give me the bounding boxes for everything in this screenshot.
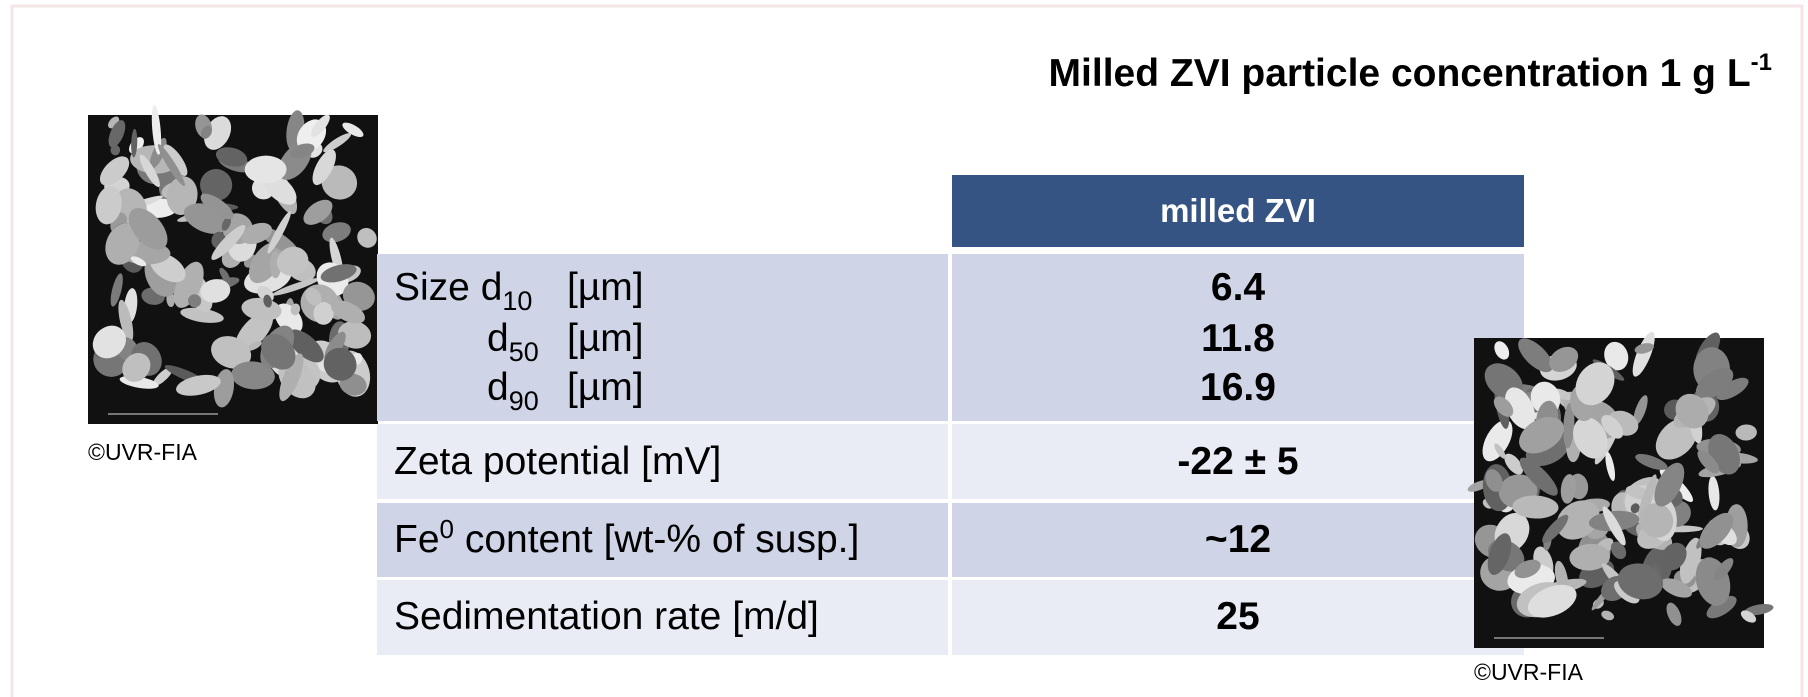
label-text: d [487, 366, 509, 409]
label-text: Fe [394, 518, 440, 561]
title-superscript: -1 [1751, 49, 1772, 76]
unit: [µm] [567, 366, 644, 409]
cell-value: ~12 [1205, 518, 1271, 561]
image-caption: ©UVR-FIA [1474, 659, 1584, 685]
subscript: 10 [502, 286, 532, 316]
title-text: Milled ZVI particle concentration 1 g L [1049, 52, 1751, 95]
unit: [µm] [567, 266, 644, 309]
row-label: Zeta potential [mV] [394, 440, 721, 483]
cell-value: 6.4 [1211, 266, 1266, 309]
cell-value: -22 ± 5 [1177, 440, 1298, 483]
row-label: Sedimentation rate [m/d] [394, 595, 819, 638]
cell-value: 11.8 [1201, 317, 1275, 360]
subscript: 50 [509, 337, 539, 367]
cell-value: 25 [1216, 595, 1259, 638]
superscript: 0 [440, 514, 454, 544]
sem-image [86, 105, 381, 424]
label-text: Size d [394, 266, 502, 309]
sem-image [1466, 329, 1774, 648]
table-header: milled ZVI [1160, 192, 1316, 229]
row-label: Fe0 content [wt-% of susp.] [394, 514, 859, 561]
slide: Milled ZVI particle concentration 1 g L-… [0, 0, 1808, 697]
page: Milled ZVI particle concentration 1 g L-… [0, 0, 1808, 697]
image-caption: ©UVR-FIA [88, 439, 198, 465]
label-text: d [487, 317, 509, 360]
label-text: content [wt-% of susp.] [454, 518, 859, 561]
unit: [µm] [567, 317, 644, 360]
slide-title: Milled ZVI particle concentration 1 g L-… [1049, 49, 1772, 95]
cell-value: 16.9 [1200, 366, 1276, 409]
subscript: 90 [509, 386, 539, 416]
